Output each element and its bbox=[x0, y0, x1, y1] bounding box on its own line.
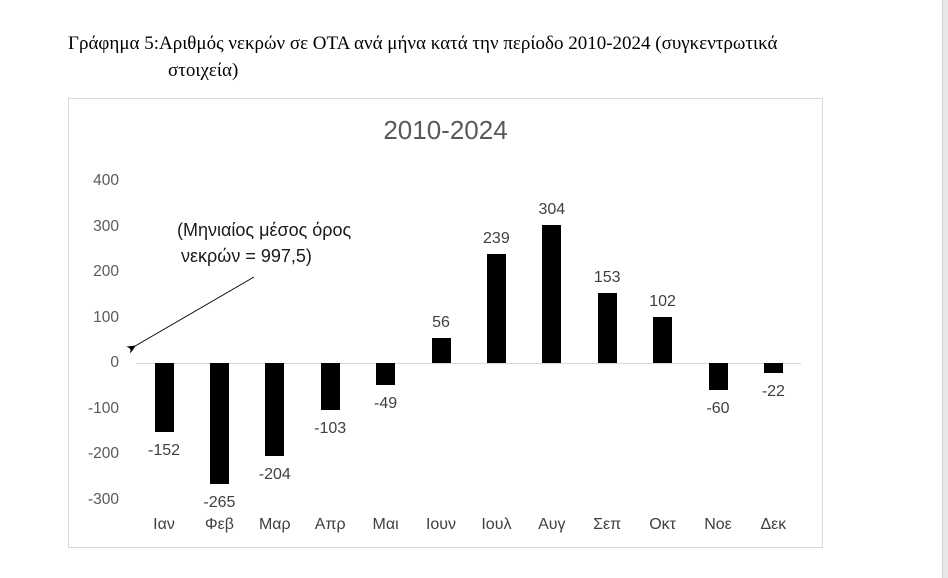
bar-chart: 2010-2024 400 300 200 100 0 -100 -200 -300 -152 Ι… bbox=[68, 98, 823, 548]
chart-annotation-line1: (Μηνιαίος μέσος όρος bbox=[177, 220, 352, 240]
bar-Μαρ bbox=[265, 363, 285, 456]
chart-annotation-line2: νεκρών = 997,5) bbox=[181, 246, 312, 266]
category-label-Αυγ: Αυγ bbox=[538, 516, 566, 533]
bar-Οκτ bbox=[653, 316, 673, 363]
y-axis-tick-label: -200 bbox=[87, 445, 119, 462]
chart-annotation: (Μηνιαίος μέσος όρος νεκρών = 997,5) bbox=[177, 217, 351, 269]
y-axis-tick-label: 200 bbox=[93, 263, 119, 280]
data-label-Απρ: -103 bbox=[314, 419, 347, 437]
category-label-Ιαν: Ιαν bbox=[153, 516, 175, 533]
category-label-Μαι: Μαι bbox=[372, 516, 399, 533]
y-axis-tick-label: -100 bbox=[87, 399, 119, 417]
data-label-Ιαν: -152 bbox=[147, 442, 181, 460]
category-label-Οκτ: Οκτ bbox=[649, 516, 676, 533]
vertical-scrollbar[interactable] bbox=[942, 0, 948, 578]
bar-Ιουν bbox=[431, 337, 451, 363]
y-axis-tick-label: 300 bbox=[93, 217, 119, 235]
bar-Σεπ bbox=[597, 293, 617, 363]
category-label-Φεβ: Φεβ bbox=[204, 516, 234, 533]
category-label-Νοε: Νοε bbox=[704, 516, 732, 533]
y-axis-tick-label: 100 bbox=[93, 308, 119, 326]
figure-caption-line1: Γράφημα 5:Αριθμός νεκρών σε ΟΤΑ ανά μήνα… bbox=[68, 33, 778, 54]
y-axis-tick-label: 0 bbox=[110, 354, 119, 371]
category-label-Σεπ: Σεπ bbox=[593, 516, 622, 533]
category-label-Δεκ: Δεκ bbox=[760, 516, 787, 533]
bar-Δεκ bbox=[763, 363, 783, 373]
data-label-Μαι: -49 bbox=[374, 395, 398, 413]
category-label-Μαρ: Μαρ bbox=[258, 516, 291, 533]
data-label-Νοε: -60 bbox=[706, 400, 730, 418]
category-label-Ιουν: Ιουν bbox=[425, 516, 457, 533]
bar-Φεβ bbox=[209, 363, 229, 484]
category-label-Απρ: Απρ bbox=[314, 516, 346, 533]
y-axis-tick-label: -300 bbox=[87, 490, 119, 508]
data-label-Σεπ: 153 bbox=[593, 269, 621, 287]
category-label-Ιουλ: Ιουλ bbox=[481, 516, 512, 533]
x-axis-line bbox=[136, 363, 801, 364]
data-label-Μαρ: -204 bbox=[258, 465, 291, 483]
bar-Ιουλ bbox=[486, 254, 506, 363]
data-label-Αυγ: 304 bbox=[538, 200, 566, 218]
data-label-Ιουλ: 239 bbox=[483, 230, 510, 248]
data-label-Οκτ: 102 bbox=[649, 292, 676, 310]
chart-title: 2010-2024 bbox=[383, 115, 508, 145]
bar-Απρ bbox=[320, 363, 340, 410]
bar-Νοε bbox=[708, 363, 728, 391]
bar-Ιαν bbox=[154, 363, 174, 433]
figure-caption-line2: στοιχεία) bbox=[168, 60, 239, 81]
bar-Αυγ bbox=[542, 224, 562, 363]
data-label-Φεβ: -265 bbox=[203, 493, 236, 511]
figure-caption: Γράφημα 5:Αριθμός νεκρών σε ΟΤΑ ανά μήνα… bbox=[68, 30, 858, 84]
bar-Μαι bbox=[376, 363, 396, 386]
y-axis-tick-label: 400 bbox=[93, 172, 119, 189]
data-label-Δεκ: -22 bbox=[761, 383, 785, 400]
data-label-Ιουν: 56 bbox=[432, 313, 450, 331]
